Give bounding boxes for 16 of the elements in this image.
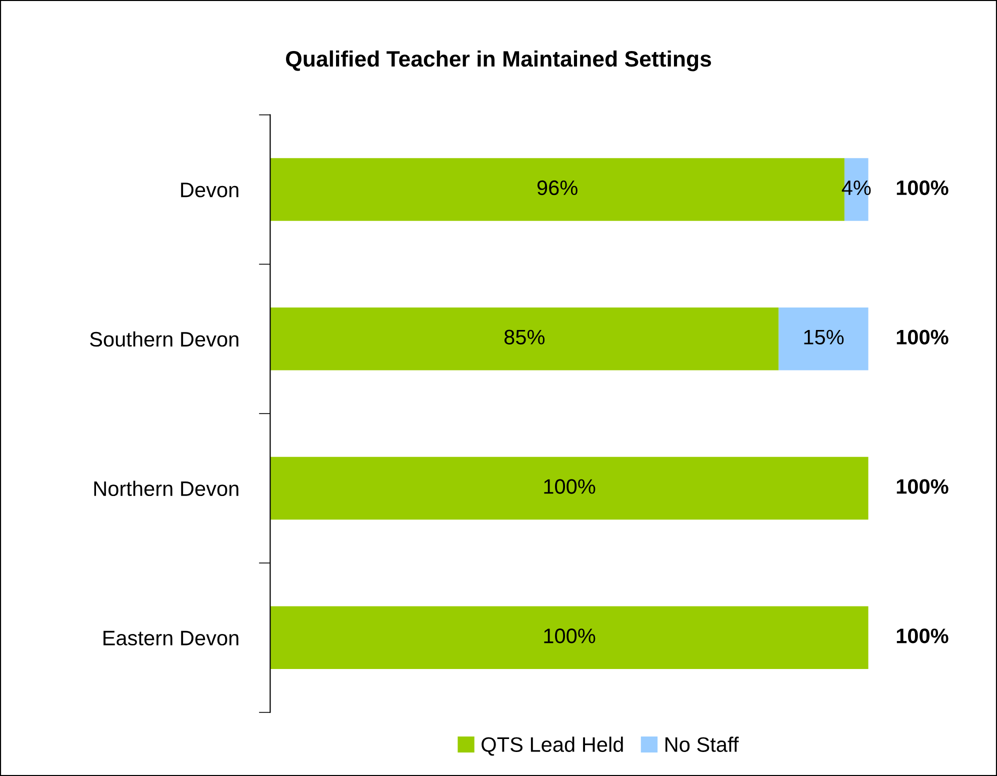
total-label: 100% [896, 479, 948, 494]
data-label: 85% [504, 330, 545, 345]
data-label: 100% [544, 479, 596, 494]
total-label: 100% [896, 330, 948, 345]
total-label: 100% [896, 628, 948, 644]
y-tick-label: Devon [181, 182, 238, 198]
y-tick-label: Northern Devon [94, 480, 238, 496]
data-label: 96% [537, 180, 578, 196]
legend-label: QTS Lead Held [482, 736, 623, 756]
legend-label: No Staff [666, 736, 739, 752]
chart-title: Qualified Teacher in Maintained Settings [286, 50, 712, 72]
y-tick-label: Southern Devon [90, 331, 238, 347]
y-tick-label: Eastern Devon [104, 630, 238, 646]
data-label: 100% [544, 628, 596, 644]
data-label: 15% [804, 330, 844, 345]
total-label: 100% [896, 180, 948, 196]
